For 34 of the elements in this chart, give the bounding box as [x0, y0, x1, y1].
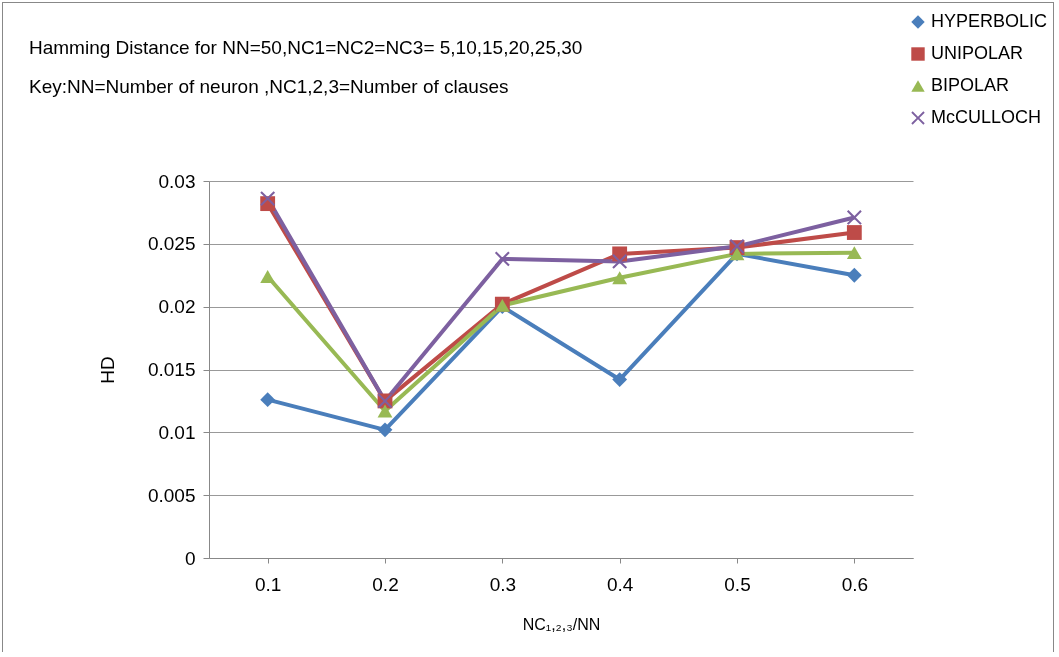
y-tick-label: 0.01: [158, 421, 196, 443]
point: [846, 225, 862, 240]
x-tick-label: 0.4: [606, 573, 634, 595]
y-tick-label: 0.02: [158, 296, 196, 318]
legend-label: BIPOLAR: [931, 75, 1010, 95]
y-tick-label: 0.03: [158, 170, 196, 192]
x-tick-label: 0.3: [489, 573, 517, 595]
chart-title: Hamming Distance for NN=50,NC1=NC2=NC3= 5,10,15,20,25,30: [29, 37, 583, 58]
point: [612, 372, 628, 387]
y-tick-label: 0.025: [147, 233, 196, 255]
x-tick-label: 0.6: [841, 573, 869, 595]
chart-subtitle: Key:NN=Number of neuron ,NC1,2,3=Number of clauses: [29, 76, 509, 97]
x-tick-label: 0.1: [254, 573, 282, 595]
point: [612, 271, 628, 285]
point: [260, 191, 276, 207]
point: [377, 422, 393, 438]
y-tick-label: 0.015: [147, 359, 196, 380]
y-axis-title: HD: [96, 356, 118, 384]
legend-label: McCULLOCH: [931, 107, 1042, 127]
legend-label: UNIPOLAR: [931, 43, 1024, 63]
point: [260, 270, 276, 283]
point: [846, 210, 862, 225]
y-tick-label: 0: [184, 547, 196, 569]
point: [846, 267, 862, 283]
point: [377, 404, 393, 418]
x-axis-title: NC₁,₂,₃/NN: [522, 615, 601, 633]
point: [846, 246, 862, 260]
point: [260, 392, 276, 408]
point: [612, 254, 628, 269]
y-tick-label: 0.005: [147, 484, 196, 506]
legend-label: HYPERBOLIC: [931, 11, 1048, 31]
x-tick-label: 0.2: [372, 573, 399, 595]
point: [494, 251, 510, 267]
x-tick-label: 0.5: [724, 573, 751, 595]
